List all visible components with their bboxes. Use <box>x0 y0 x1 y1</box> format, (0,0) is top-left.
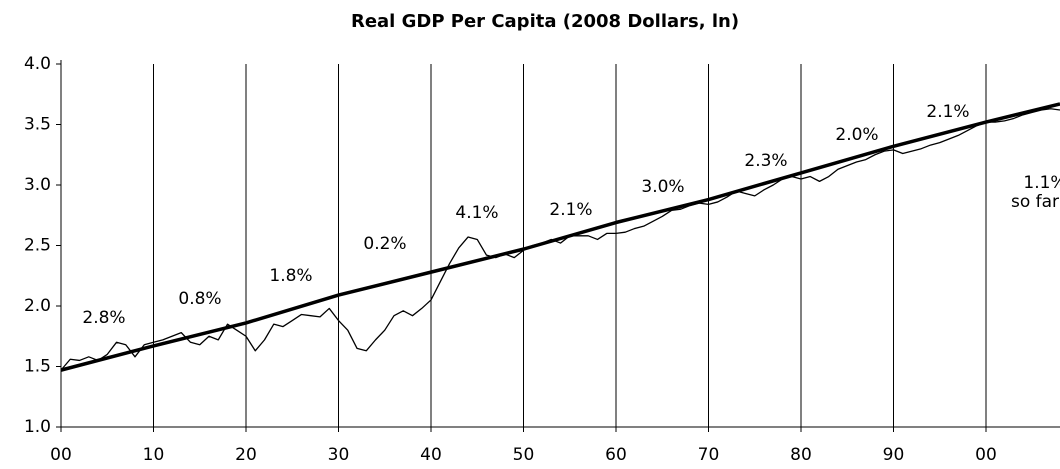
y-tick-label: 2.0 <box>24 296 51 316</box>
annotation: 2.0% <box>835 125 878 145</box>
annotation: 2.8% <box>82 308 125 328</box>
annotation: 0.8% <box>178 289 221 309</box>
y-tick-label: 1.0 <box>24 417 51 437</box>
annotation: so far <box>1011 192 1059 212</box>
annotation: 1.8% <box>269 266 312 286</box>
y-tick-label: 2.5 <box>24 236 51 256</box>
y-tick-label: 3.5 <box>24 115 51 135</box>
chart-title: Real GDP Per Capita (2008 Dollars, ln) <box>351 11 739 32</box>
x-tick-label: 90 <box>883 445 905 465</box>
annotation: 2.1% <box>926 102 969 122</box>
annotation: 2.1% <box>549 200 592 220</box>
y-tick-label: 1.5 <box>24 357 51 377</box>
y-tick-label: 4.0 <box>24 54 51 74</box>
x-tick-label: 20 <box>235 445 257 465</box>
x-tick-label: 10 <box>143 445 165 465</box>
x-tick-label: 60 <box>605 445 627 465</box>
annotation: 4.1% <box>455 203 498 223</box>
x-tick-label: 30 <box>328 445 350 465</box>
annotation: 1.1% <box>1023 173 1060 193</box>
annotation: 3.0% <box>641 177 684 197</box>
x-tick-label: 80 <box>790 445 812 465</box>
y-tick-label: 3.0 <box>24 175 51 195</box>
x-tick-label: 50 <box>513 445 535 465</box>
annotation: 0.2% <box>363 234 406 254</box>
x-tick-label: 00 <box>50 445 72 465</box>
x-tick-label: 00 <box>975 445 997 465</box>
x-tick-label: 70 <box>698 445 720 465</box>
series-line <box>60 102 1060 372</box>
series-line <box>60 108 1060 371</box>
annotation: 2.3% <box>744 151 787 171</box>
x-tick-label: 40 <box>420 445 442 465</box>
